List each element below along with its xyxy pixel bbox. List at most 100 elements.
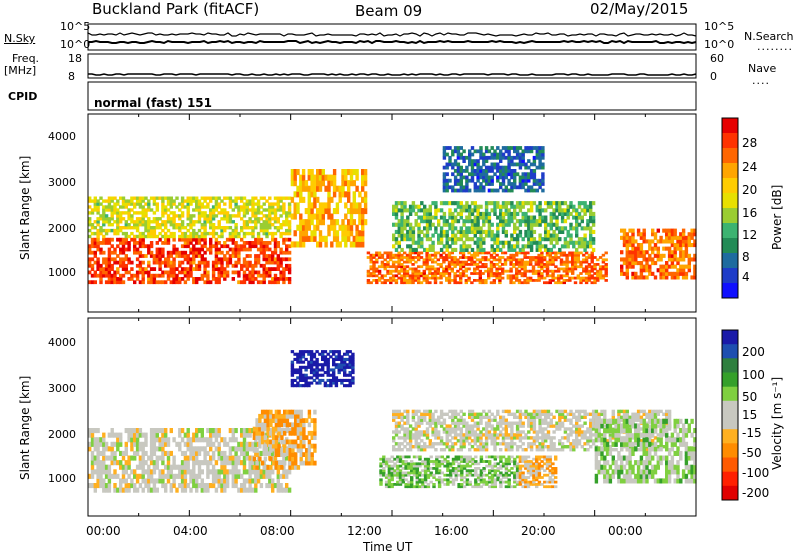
heatmap-cell: [287, 280, 292, 285]
heatmap-cell: [265, 220, 269, 224]
heatmap-cell: [488, 476, 492, 479]
heatmap-cell: [389, 258, 393, 262]
heatmap-cell: [563, 208, 568, 213]
heatmap-cell: [400, 279, 404, 282]
heatmap-cell: [451, 469, 456, 473]
heatmap-cell: [431, 267, 435, 271]
heatmap-cell: [417, 269, 421, 273]
heatmap-cell: [461, 251, 466, 255]
heatmap-cell: [462, 149, 466, 154]
heatmap-cell: [496, 204, 500, 209]
heatmap-cell: [119, 220, 123, 224]
heatmap-cell: [192, 244, 196, 249]
heatmap-cell: [411, 229, 416, 234]
heatmap-cell: [440, 471, 444, 475]
heatmap-cell: [217, 473, 221, 479]
heatmap-cell: [432, 462, 436, 466]
heatmap-cell: [535, 178, 539, 183]
heatmap-cell: [285, 257, 289, 262]
heatmap-cell: [323, 371, 328, 375]
heatmap-cell: [667, 246, 672, 251]
heatmap-cell: [242, 483, 247, 489]
heatmap-cell: [387, 457, 392, 461]
heatmap-cell: [313, 224, 317, 231]
heatmap-cell: [662, 264, 666, 269]
heatmap-cell: [161, 220, 165, 224]
heatmap-cell: [577, 222, 582, 227]
heatmap-cell: [225, 237, 230, 242]
heatmap-cell: [524, 182, 528, 186]
heatmap-cell: [268, 254, 272, 258]
heatmap-cell: [252, 448, 257, 453]
heatmap-cell: [544, 208, 548, 213]
heatmap-cell: [436, 272, 440, 275]
heatmap-cell: [464, 274, 468, 278]
heatmap-cell: [489, 263, 494, 266]
heatmap-cell: [195, 487, 199, 493]
heatmap-cell: [133, 428, 137, 434]
heatmap-cell: [307, 384, 311, 388]
heatmap-cell: [220, 455, 224, 461]
heatmap-cell: [681, 271, 686, 276]
heatmap-cell: [690, 232, 694, 237]
heatmap-cell: [423, 464, 428, 468]
heatmap-cell: [397, 276, 401, 280]
heatmap-cell: [352, 191, 356, 198]
heatmap-cell: [240, 428, 244, 434]
heatmap-cell: [341, 169, 345, 176]
heatmap-cell: [99, 277, 103, 281]
heatmap-cell: [479, 182, 483, 186]
heatmap-cell: [460, 478, 464, 482]
heatmap-cell: [369, 281, 373, 285]
heatmap-cell: [538, 165, 542, 170]
heatmap-cell: [423, 462, 428, 466]
heatmap-cell: [513, 155, 517, 160]
heatmap-cell: [501, 178, 506, 183]
heatmap-cell: [307, 422, 312, 428]
heatmap-cell: [493, 165, 497, 170]
heatmap-cell: [510, 169, 514, 173]
heatmap-cell: [631, 246, 635, 251]
heatmap-cell: [390, 460, 394, 463]
heatmap-cell: [124, 257, 128, 262]
heatmap-cell: [448, 211, 452, 216]
heatmap-cell: [400, 215, 404, 220]
heatmap-cell: [418, 480, 422, 484]
heatmap-cell: [90, 267, 95, 271]
heatmap-cell: [473, 185, 477, 190]
heatmap-cell: [518, 152, 523, 157]
heatmap-cell: [372, 267, 376, 271]
heatmap-cell: [468, 457, 472, 461]
heatmap-cell: [425, 281, 429, 285]
heatmap-cell: [470, 169, 475, 173]
heatmap-cell: [285, 422, 290, 428]
heatmap-cell: [88, 199, 92, 203]
heatmap-cell: [223, 487, 227, 493]
heatmap-cell: [158, 254, 162, 258]
heatmap-cell: [435, 457, 439, 461]
heatmap-cell: [294, 426, 298, 432]
heatmap-cell: [679, 253, 683, 258]
heatmap-cell: [503, 263, 508, 266]
heatmap-cell: [189, 237, 193, 242]
heatmap-cell: [251, 277, 255, 281]
heatmap-cell: [642, 232, 646, 237]
heatmap-cell: [670, 264, 675, 269]
heatmap-cell: [417, 240, 421, 245]
heatmap-cell: [513, 208, 517, 213]
heatmap-cell: [107, 223, 112, 227]
heatmap-cell: [403, 267, 407, 271]
heatmap-cell: [240, 244, 244, 249]
heatmap-cell: [642, 235, 646, 240]
heatmap-cell: [251, 270, 255, 275]
heatmap-cell: [144, 211, 148, 215]
heatmap-cell: [447, 256, 452, 259]
heatmap-cell: [304, 378, 308, 382]
heatmap-cell: [195, 267, 199, 271]
heatmap-cell: [127, 257, 131, 262]
heatmap-cell: [394, 256, 399, 259]
heatmap-cell: [237, 244, 241, 249]
heatmap-cell: [515, 226, 520, 231]
heatmap-cell: [473, 233, 477, 238]
heatmap-cell: [415, 483, 419, 486]
